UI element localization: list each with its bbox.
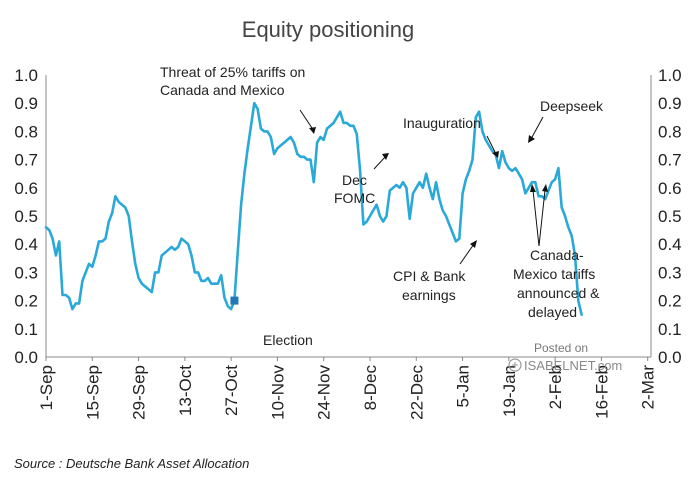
y-tick-left-1.0: 1.0 (14, 66, 38, 85)
election-marker (230, 296, 239, 305)
annotation-cpi-line2: earnings (402, 287, 456, 303)
annotation-dec-fomc-line2: FOMC (334, 190, 375, 206)
annotation-dec-fomc-arrowhead (382, 153, 389, 160)
annotation-deepseek: Deepseek (528, 98, 604, 143)
annotation-canada-mexico-line1: Canada- (530, 247, 584, 263)
y-tick-right-0.3: 0.3 (658, 263, 682, 282)
annotation-canada-mexico-line3: announced & (517, 285, 600, 301)
annotation-canada-mexico: Canada- Mexico tariffs announced & delay… (513, 184, 600, 320)
annotation-dec-fomc-line1: Dec (342, 172, 367, 188)
annotation-canada-mexico-arrowhead1 (530, 184, 536, 192)
y-tick-right-0.2: 0.2 (658, 292, 682, 311)
y-ticks-left: 0.0 0.1 0.2 0.3 0.4 0.5 0.6 0.7 0.8 0.9 1.0 (14, 66, 38, 367)
y-tick-right-0.1: 0.1 (658, 320, 682, 339)
y-tick-right-1.0: 1.0 (658, 66, 682, 85)
x-tick-label-2-Mar: 2-Mar (639, 365, 658, 410)
y-tick-left-0.9: 0.9 (14, 94, 38, 113)
y-tick-left-0.3: 0.3 (14, 263, 38, 282)
chart-title: Equity positioning (242, 17, 414, 42)
annotation-tariffs-line1: Threat of 25% tariffs on (160, 64, 305, 80)
annotation-inauguration: Inauguration (403, 115, 499, 158)
annotation-deepseek-text: Deepseek (540, 98, 604, 114)
annotation-cpi-arrowhead (470, 240, 477, 248)
annotation-canada-mexico-arrowhead2 (542, 184, 548, 192)
annotation-election: Election (263, 332, 313, 348)
x-tick-label-27-Oct: 27-Oct (222, 365, 241, 416)
annotation-dec-fomc-arrow (373, 155, 387, 170)
x-tick-label-29-Sep: 29-Sep (130, 365, 149, 420)
watermark-logo (508, 358, 522, 372)
y-tick-left-0.1: 0.1 (14, 320, 38, 339)
x-ticks: 1-Sep 15-Sep 29-Sep 13-Oct 27-Oct 10-Nov 24-No… (37, 357, 658, 420)
annotation-canada-mexico-arrow1 (532, 189, 540, 247)
annotation-canada-mexico-line2: Mexico tariffs (513, 266, 595, 282)
y-tick-right-0.6: 0.6 (658, 179, 682, 198)
y-tick-left-0.0: 0.0 (14, 348, 38, 367)
x-tick-label-1-Sep: 1-Sep (37, 365, 56, 410)
x-tick-label-24-Nov: 24-Nov (315, 365, 334, 420)
annotation-deepseek-arrowhead (528, 135, 535, 143)
watermark-line2: ISABELNET.com (524, 358, 622, 373)
y-ticks-right: 0.0 0.1 0.2 0.3 0.4 0.5 0.6 0.7 0.8 0.9 1.0 (658, 66, 682, 367)
y-tick-left-0.8: 0.8 (14, 122, 38, 141)
x-tick-label-5-Jan: 5-Jan (454, 365, 473, 408)
annotation-cpi-line1: CPI & Bank (393, 268, 466, 284)
x-tick-label-15-Sep: 15-Sep (83, 365, 102, 420)
watermark: Posted on ISABELNET.com (508, 341, 622, 373)
annotation-canada-mexico-line4: delayed (528, 304, 577, 320)
x-tick-label-8-Dec: 8-Dec (361, 365, 380, 411)
watermark-line1: Posted on (534, 341, 588, 355)
y-tick-left-0.7: 0.7 (14, 151, 38, 170)
y-tick-right-0.4: 0.4 (658, 235, 682, 254)
annotation-tariffs-line2: Canada and Mexico (160, 82, 285, 98)
annotation-canada-mexico-arrow2 (538, 189, 546, 247)
annotation-inauguration-arrow (486, 135, 497, 155)
y-tick-right-0.8: 0.8 (658, 122, 682, 141)
annotation-tariffs-arrowhead (309, 127, 316, 134)
series-line-equity-positioning (44, 101, 583, 316)
y-tick-right-0.5: 0.5 (658, 207, 682, 226)
annotation-dec-fomc: Dec FOMC (334, 153, 389, 206)
annotation-tariffs-arrow (299, 109, 315, 132)
x-tick-label-2-Feb: 2-Feb (546, 365, 565, 409)
x-tick-label-16-Feb: 16-Feb (592, 365, 611, 419)
y-tick-left-0.2: 0.2 (14, 292, 38, 311)
source-note: Source : Deutsche Bank Asset Allocation (14, 456, 250, 471)
annotation-tariffs: Threat of 25% tariffs on Canada and Mexi… (160, 64, 316, 134)
annotation-deepseek-arrow (530, 116, 544, 140)
watermark-logo-mark (512, 362, 518, 368)
annotation-inauguration-arrowhead (492, 151, 499, 158)
y-tick-left-0.4: 0.4 (14, 235, 38, 254)
annotation-cpi: CPI & Bank earnings (393, 240, 477, 303)
annotation-inauguration-text: Inauguration (403, 115, 481, 131)
x-tick-label-19-Jan: 19-Jan (500, 365, 519, 417)
annotation-cpi-arrow (459, 243, 475, 265)
x-tick-label-22-Dec: 22-Dec (407, 365, 426, 420)
y-tick-right-0.7: 0.7 (658, 151, 682, 170)
y-tick-left-0.5: 0.5 (14, 207, 38, 226)
y-tick-right-0.0: 0.0 (658, 348, 682, 367)
x-tick-label-13-Oct: 13-Oct (176, 365, 195, 416)
y-tick-right-0.9: 0.9 (658, 94, 682, 113)
annotation-election-text: Election (263, 332, 313, 348)
y-tick-left-0.6: 0.6 (14, 179, 38, 198)
x-tick-label-10-Nov: 10-Nov (268, 365, 287, 420)
